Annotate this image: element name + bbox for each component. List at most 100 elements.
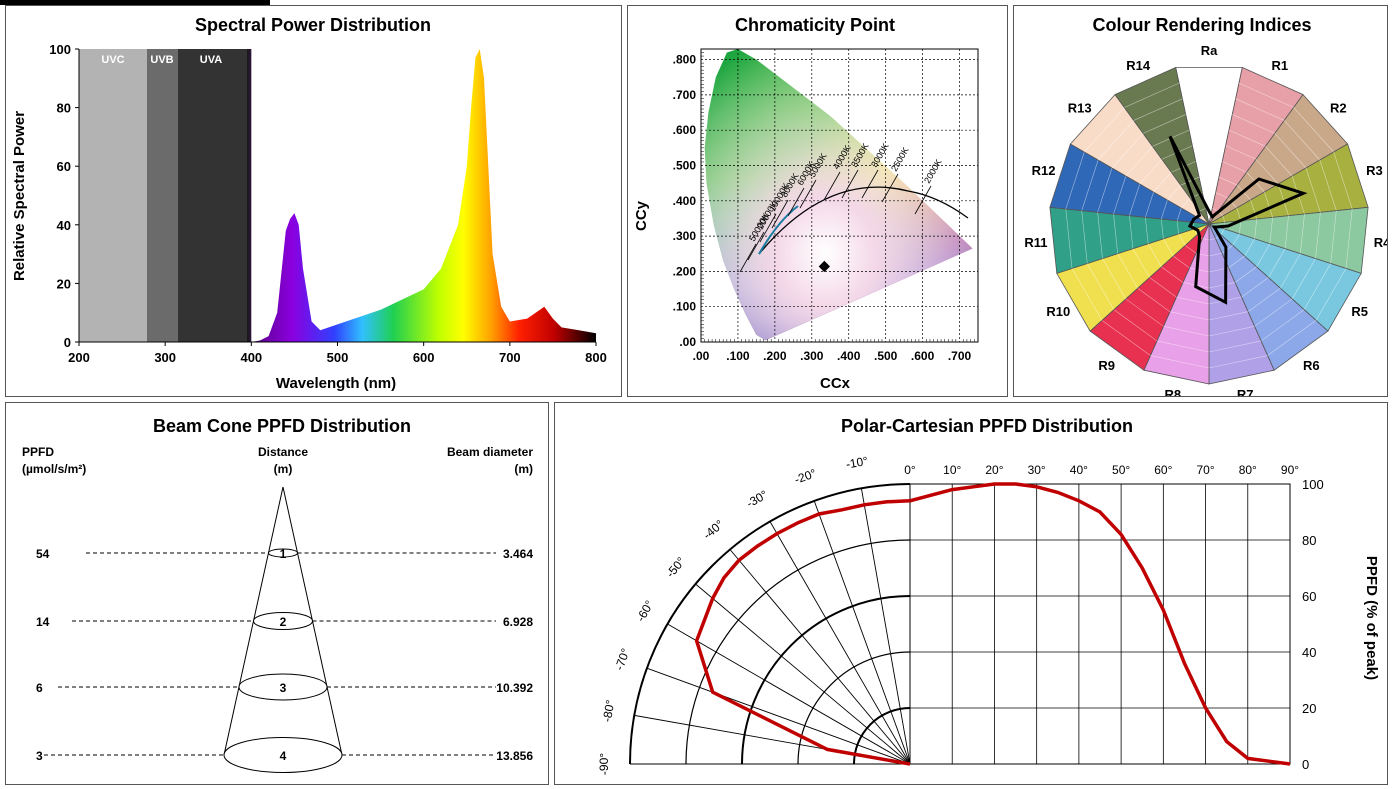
cri-ring (1129, 215, 1134, 249)
spd-title: Spectral Power Distribution (195, 15, 431, 35)
spd-xlabel: Wavelength (nm) (276, 375, 396, 392)
polar-spoke (695, 583, 911, 765)
cri-ring (1125, 146, 1153, 177)
spd-chart: Spectral Power Distribution UVC UVB UVA … (11, 15, 607, 392)
cart-y-tick-label: 100 (1302, 477, 1324, 492)
cri-ring (1319, 159, 1337, 211)
cct-isotherm-line (823, 171, 841, 201)
cri-label-r14: R14 (1126, 58, 1151, 73)
beam-diameter-value: 6.928 (503, 615, 533, 629)
cri-ring (1315, 212, 1321, 259)
spd-y-tick-label: 20 (57, 276, 71, 291)
cart-y-tick-label: 40 (1302, 645, 1316, 660)
beam-panel: Beam Cone PPFD Distribution PPFD (µmol/s… (5, 402, 549, 785)
spd-x-tick-label: 400 (240, 350, 262, 365)
beam-diameter-value: 3.464 (503, 547, 533, 561)
chroma-y-tick-label: .800 (673, 53, 697, 67)
cri-ring (1239, 220, 1242, 234)
polar-ppfd-curve (694, 499, 911, 766)
cri-ring (1153, 172, 1172, 193)
cri-ring (1171, 161, 1196, 173)
beam-ellipse (267, 548, 299, 558)
chroma-ylabel: CCy (633, 200, 650, 231)
polar-angle-label: -50° (663, 554, 688, 580)
chromaticity-point (818, 260, 831, 273)
cri-ring (1236, 207, 1242, 221)
cct-isotherm-line (914, 185, 932, 215)
beam-diameter-value: 13.856 (496, 749, 533, 763)
polar-angle-label: -20° (793, 466, 819, 487)
cri-ring (1167, 184, 1182, 201)
polar-ring (629, 483, 911, 765)
cri-ring (1125, 298, 1164, 327)
cri-ring (1132, 248, 1150, 278)
cri-ring (1145, 191, 1154, 218)
cri-label-r4: R4 (1374, 235, 1387, 250)
beam-col-ppfd-unit: (µmol/s/m²) (22, 462, 86, 476)
cri-ring (1315, 268, 1347, 321)
chroma-x-tick-label: .400 (837, 349, 861, 363)
cri-ring (1137, 287, 1171, 312)
polar-title: Polar-Cartesian PPFD Distribution (841, 416, 1133, 436)
cri-ring (1176, 207, 1182, 221)
cri-ring (1260, 309, 1305, 342)
cri-ring (1274, 133, 1307, 169)
cri-ring (1181, 197, 1191, 209)
cri-ring (1280, 253, 1301, 289)
beam-title: Beam Cone PPFD Distribution (153, 416, 411, 436)
spd-ylabel: Relative Spectral Power (11, 111, 28, 281)
cri-ring (1228, 255, 1245, 269)
polar-ylabel: PPFD (% of peak) (1363, 556, 1380, 680)
beam-distance-label: 3 (280, 681, 287, 695)
cri-ring (1303, 263, 1331, 310)
cri-wedges (1049, 66, 1369, 385)
beam-col-diameter: Beam diameter (447, 445, 533, 459)
cri-ring (1232, 114, 1275, 134)
beam-rows: 1 54 3.464 2 14 6.928 3 6 10.392 4 3 13.856 (36, 547, 533, 773)
cri-ring (1208, 355, 1268, 369)
cri-ring (1293, 107, 1334, 153)
cri-ring (1161, 266, 1184, 283)
cct-label: 2000K (922, 157, 944, 185)
cri-ring (1284, 215, 1289, 249)
cri-ring (1208, 238, 1216, 241)
cri-chart: Colour Rendering Indices RaR1R2R3R4R5R6R… (1024, 15, 1387, 396)
cri-ring (1065, 151, 1085, 210)
planckian-locus (758, 186, 969, 255)
cart-angle-label: 70° (1196, 463, 1214, 477)
polar-angle-label: -70° (612, 646, 633, 672)
cri-ring (1244, 238, 1255, 257)
chroma-panel: Chromaticity Point .00 .100 .200 .300 .400 .5… (627, 5, 1008, 397)
cri-ring (1222, 161, 1247, 173)
cri-ring (1268, 248, 1286, 278)
uva-label: UVA (200, 54, 222, 66)
cri-ring (1254, 298, 1293, 327)
cri-ring (1097, 212, 1103, 259)
chroma-x-tick-label: .600 (911, 349, 935, 363)
beam-ppfd-value: 3 (36, 749, 43, 763)
uvc-band (79, 49, 147, 342)
spd-x-tick-label: 300 (154, 350, 176, 365)
cct-isotherm-line (881, 173, 899, 203)
cri-ring (1097, 120, 1134, 161)
cri-ring (1178, 233, 1186, 246)
chroma-y-tick-label: .700 (673, 88, 697, 102)
cri-ring (1111, 133, 1144, 169)
cri-ring (1345, 208, 1353, 269)
cri-ring (1238, 82, 1294, 108)
cri-label-r1: R1 (1271, 58, 1288, 73)
beam-ellipse (238, 673, 328, 701)
polar-spoke (813, 500, 911, 765)
beam-ppfd-value: 6 (36, 681, 43, 695)
cri-ring (1101, 320, 1151, 356)
cri-ring (1087, 263, 1115, 310)
cri-ring (1124, 82, 1180, 108)
chroma-x-tick-label: .00 (693, 349, 710, 363)
chroma-y-tick-label: .500 (673, 158, 697, 172)
cri-ring (1228, 129, 1266, 147)
chroma-y-tick-label: .300 (673, 229, 697, 243)
cart-y-tick-label: 20 (1302, 701, 1316, 716)
cri-ring (1300, 213, 1305, 254)
spd-ticks: 200 300 400 500 600 700 800 0 20 40 60 80 100 (49, 42, 607, 365)
cri-ring (1081, 159, 1099, 211)
